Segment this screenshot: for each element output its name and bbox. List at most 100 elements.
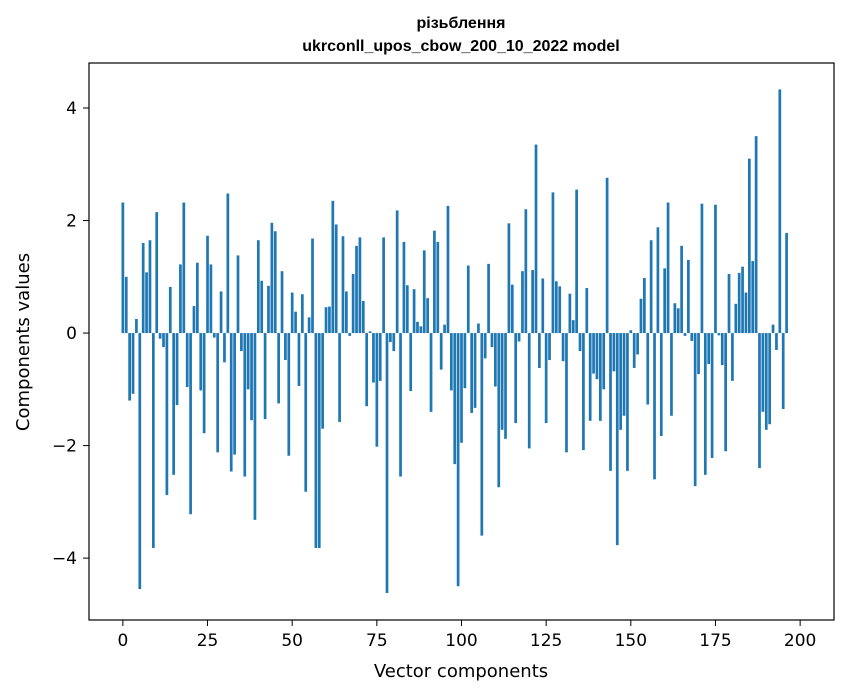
bar-64 xyxy=(338,333,341,422)
bar-120 xyxy=(527,333,531,449)
bar-168 xyxy=(690,333,694,341)
bar-36 xyxy=(243,333,247,477)
bar-54 xyxy=(304,333,308,492)
bar-125 xyxy=(544,333,548,424)
bar-176 xyxy=(717,333,721,336)
y-axis-label: Components values xyxy=(13,253,34,431)
bar-113 xyxy=(504,333,507,439)
bar-70 xyxy=(358,237,362,334)
bar-63 xyxy=(334,224,338,334)
bar-67 xyxy=(348,333,352,336)
bar-13 xyxy=(165,333,169,496)
bar-141 xyxy=(598,333,602,421)
bar-173 xyxy=(707,333,711,364)
bar-132 xyxy=(568,293,572,334)
bar-167 xyxy=(687,259,690,334)
bar-165 xyxy=(680,245,683,334)
y-tick-label: −4 xyxy=(52,549,77,569)
bar-112 xyxy=(500,333,504,430)
bar-34 xyxy=(236,255,240,334)
bar-80 xyxy=(392,333,396,352)
bar-90 xyxy=(426,298,429,334)
x-tick-label: 75 xyxy=(366,631,388,651)
bar-78 xyxy=(385,333,389,593)
bar-180 xyxy=(731,333,734,381)
bar-58 xyxy=(317,333,321,548)
bar-188 xyxy=(758,333,761,469)
bar-146 xyxy=(615,333,619,546)
y-tick-label: 4 xyxy=(66,99,77,119)
bar-81 xyxy=(395,210,399,334)
y-tick-label: 0 xyxy=(66,324,77,344)
bar-3 xyxy=(131,333,135,394)
bar-39 xyxy=(253,333,257,520)
bar-101 xyxy=(463,333,467,389)
bar-111 xyxy=(497,333,501,488)
bar-8 xyxy=(148,240,152,334)
bar-65 xyxy=(341,236,345,334)
x-axis-label: Vector components xyxy=(374,661,548,682)
bar-22 xyxy=(196,262,199,334)
bar-7 xyxy=(145,272,148,334)
bar-83 xyxy=(402,241,406,334)
bar-152 xyxy=(636,333,639,355)
bar-150 xyxy=(629,330,633,334)
bar-97 xyxy=(449,333,453,391)
bar-140 xyxy=(595,333,599,380)
bar-128 xyxy=(554,281,558,334)
bar-178 xyxy=(724,333,727,452)
bar-23 xyxy=(199,333,203,391)
bar-169 xyxy=(693,333,697,487)
chart-subtitle: ukrconll_upos_cbow_200_10_2022 model xyxy=(302,38,619,55)
bar-174 xyxy=(710,333,714,458)
bar-102 xyxy=(466,265,470,334)
bar-51 xyxy=(294,311,297,334)
bar-158 xyxy=(656,227,660,334)
bar-4 xyxy=(135,318,138,334)
bar-59 xyxy=(321,333,325,429)
bar-88 xyxy=(419,326,423,334)
bar-149 xyxy=(626,333,629,471)
bar-194 xyxy=(778,89,782,334)
bar-26 xyxy=(209,264,213,334)
bar-20 xyxy=(189,333,192,515)
bar-147 xyxy=(619,333,623,430)
bar-159 xyxy=(659,333,663,437)
bar-12 xyxy=(162,333,165,348)
bar-195 xyxy=(781,333,785,410)
bar-122 xyxy=(534,144,538,334)
bar-82 xyxy=(399,333,402,477)
bar-164 xyxy=(676,308,680,334)
x-tick-label: 125 xyxy=(530,631,562,651)
bar-49 xyxy=(287,333,291,456)
bar-43 xyxy=(267,285,270,334)
bar-175 xyxy=(714,204,717,334)
bar-136 xyxy=(582,333,585,451)
bar-163 xyxy=(673,303,677,334)
bar-35 xyxy=(240,333,243,352)
bar-92 xyxy=(433,230,436,334)
bar-46 xyxy=(277,333,280,404)
bar-118 xyxy=(521,271,524,334)
bar-184 xyxy=(744,292,748,334)
bar-31 xyxy=(226,193,230,334)
bar-123 xyxy=(538,333,541,368)
bar-42 xyxy=(263,333,267,420)
bar-137 xyxy=(585,288,589,334)
bar-171 xyxy=(700,203,704,334)
bar-143 xyxy=(605,177,609,334)
bar-53 xyxy=(300,294,304,334)
bar-15 xyxy=(172,333,176,475)
bar-103 xyxy=(470,333,474,413)
bar-145 xyxy=(612,333,616,372)
x-tick-label: 25 xyxy=(197,631,219,651)
x-tick-label: 200 xyxy=(784,631,816,651)
bar-79 xyxy=(389,333,392,343)
bar-71 xyxy=(361,300,365,334)
bar-160 xyxy=(663,268,667,334)
bar-77 xyxy=(382,237,385,334)
bar-134 xyxy=(575,189,578,334)
bar-135 xyxy=(578,333,582,352)
y-axis-ticks: −4 −2 0 2 4 xyxy=(52,99,89,569)
bar-127 xyxy=(551,192,555,334)
